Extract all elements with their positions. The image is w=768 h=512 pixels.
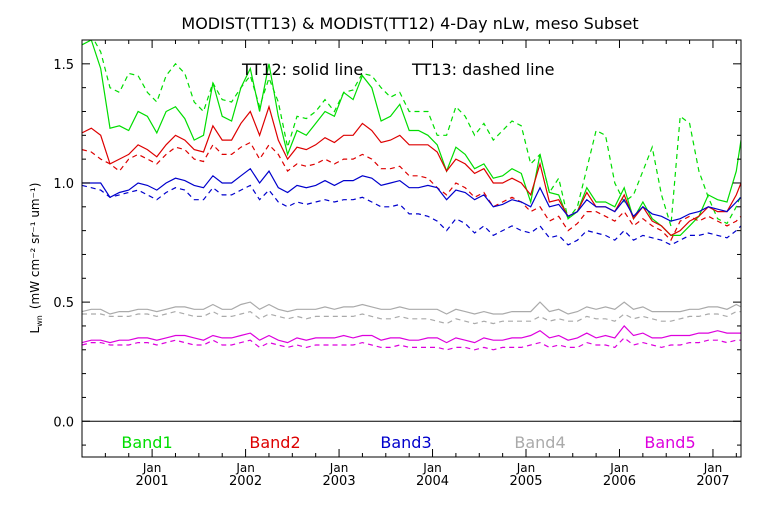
x-tick-year-label: 2004 <box>416 474 449 489</box>
x-tick-year-label: 2006 <box>603 474 636 489</box>
y-tick-label: 0.0 <box>53 415 74 430</box>
series-band2-solid <box>82 104 741 237</box>
y-tick-label: 0.5 <box>53 296 74 311</box>
y-axis-label-units: (mW cm⁻² sr⁻¹ um⁻¹) <box>28 183 42 310</box>
legend-band5: Band5 <box>644 433 695 452</box>
plot-frame <box>81 39 742 458</box>
x-tick-month-label: Jan <box>142 461 162 475</box>
series-band5-solid <box>82 324 741 344</box>
x-tick-month-label: Jan <box>235 461 255 475</box>
x-tick-year-label: 2001 <box>136 474 169 489</box>
y-axis-label: Lwn (mW cm⁻² sr⁻¹ um⁻¹) <box>28 183 44 334</box>
x-tick-year-label: 2003 <box>323 474 356 489</box>
series-layer <box>82 40 741 351</box>
x-tick-month-label: Jan <box>422 461 442 475</box>
series-band4-solid <box>82 301 741 315</box>
series-band5-dashed <box>82 337 741 351</box>
series-band3-solid <box>82 167 741 222</box>
x-tick-month-label: Jan <box>609 461 629 475</box>
y-tick-label: 1.0 <box>53 177 74 192</box>
axis-ticks-layer: 0.00.51.01.5Jan2001Jan2002Jan2003Jan2004… <box>53 39 741 489</box>
series-band1-dashed <box>82 40 741 227</box>
x-tick-month-label: Jan <box>703 461 723 475</box>
legend-band4: Band4 <box>514 433 565 452</box>
y-tick-label: 1.5 <box>53 58 74 73</box>
legend-band3: Band3 <box>380 433 431 452</box>
x-tick-year-label: 2007 <box>696 474 729 489</box>
y-axis-label-main: L <box>28 326 42 333</box>
y-axis-label-subscript: wn <box>35 315 44 327</box>
series-band3-dashed <box>82 184 741 246</box>
annotation-solid-line: TT12: solid line <box>241 60 363 79</box>
legend-band2: Band2 <box>249 433 300 452</box>
x-tick-year-label: 2005 <box>509 474 542 489</box>
legend-band1: Band1 <box>121 433 172 452</box>
x-tick-month-label: Jan <box>516 461 536 475</box>
x-tick-year-label: 2002 <box>229 474 262 489</box>
svg-text:Lwn(mW cm⁻² sr⁻¹ um⁻¹): Lwn (mW cm⁻² sr⁻¹ um⁻¹) <box>28 183 44 334</box>
x-tick-month-label: Jan <box>329 461 349 475</box>
series-band4-dashed <box>82 310 741 325</box>
chart-title: MODIST(TT13) & MODIST(TT12) 4-Day nLw, m… <box>181 14 638 33</box>
annotation-dashed-line: TT13: dashed line <box>411 60 555 79</box>
legend: Band1 Band2 Band3 Band4 Band5 <box>121 433 695 452</box>
series-band2-dashed <box>82 141 741 242</box>
